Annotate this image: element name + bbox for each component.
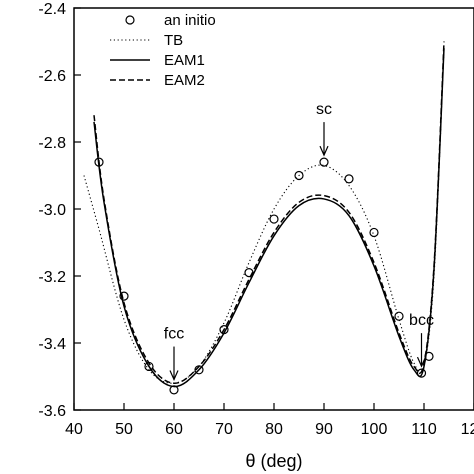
data-point-an-initio	[319, 157, 329, 167]
series-line-eam1	[93, 48, 445, 388]
legend: an initio TB EAM1 EAM2	[110, 12, 216, 89]
series-layer	[83, 41, 445, 395]
x-tick-label: 120	[461, 421, 474, 438]
legend-label-an-initio: an initio	[164, 12, 216, 29]
annotation-arrowhead	[319, 145, 329, 157]
series-line-tb	[83, 48, 445, 384]
y-tick-label: -3.0	[38, 202, 66, 219]
annotation-label: sc	[316, 101, 332, 118]
y-tick-label: -3.6	[38, 403, 66, 420]
x-tick-label: 100	[361, 421, 388, 438]
annotation-arrowhead	[169, 370, 179, 382]
x-tick-label: 110	[411, 421, 437, 438]
annotations: fcc sc bcc	[164, 101, 434, 382]
annotation-label: bcc	[409, 312, 434, 329]
y-tick-label: -2.4	[38, 1, 66, 18]
annotation-arrowhead	[416, 356, 427, 368]
data-point-an-initio	[344, 174, 354, 184]
y-tick-label: -2.6	[38, 68, 66, 85]
x-tick-label: 80	[265, 421, 283, 438]
x-tick-label: 60	[165, 421, 183, 438]
y-tick-label: -3.4	[38, 336, 66, 353]
legend-swatch-an-initio	[125, 15, 135, 25]
axis-ticks: 40 50 60 70 80 90 100 110 120 -3.6 -3.4 -3.2 -3.0 -2.…	[38, 1, 474, 438]
legend-label-eam1: EAM1	[164, 52, 205, 69]
x-axis-title: θ (deg)	[245, 451, 302, 471]
series-line-eam2	[93, 41, 445, 384]
y-tick-label: -3.2	[38, 269, 66, 286]
x-tick-label: 40	[65, 421, 83, 438]
data-point-an-initio	[394, 311, 404, 321]
y-tick-label: -2.8	[38, 135, 66, 152]
legend-label-tb: TB	[164, 32, 183, 49]
annotation-label: fcc	[164, 326, 184, 343]
x-tick-label: 50	[115, 421, 133, 438]
x-tick-label: 90	[315, 421, 333, 438]
legend-label-eam2: EAM2	[164, 72, 205, 89]
x-tick-label: 70	[215, 421, 233, 438]
data-point-an-initio	[269, 214, 279, 224]
